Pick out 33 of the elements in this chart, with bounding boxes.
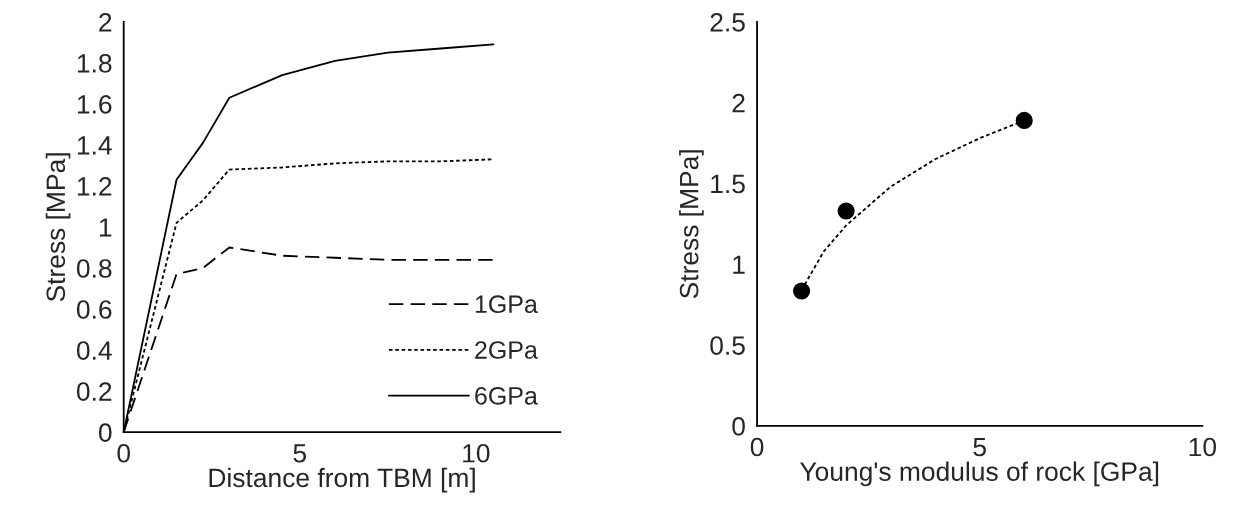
y-tick-label: 0 (98, 423, 112, 442)
x-axis-title: Young's modulus of rock [GPa] (800, 461, 1159, 487)
y-tick-label: 1 (99, 218, 112, 237)
y-axis-title: Stress [MPa] (679, 150, 704, 299)
x-tick-label: 10 (1189, 437, 1217, 457)
legend-label: 6GPa (475, 386, 538, 405)
y-tick-label: 1.5 (711, 174, 745, 194)
y-tick-label: 1.2 (77, 177, 112, 196)
legend-label: 2GPa (475, 341, 538, 359)
y-tick-label: 1.4 (77, 136, 112, 155)
point (1015, 111, 1033, 129)
x-tick-label: 10 (463, 443, 490, 463)
y-tick-label: 1 (733, 255, 745, 274)
x-axis-title: Distance from TBM [m] (209, 467, 475, 493)
y-tick-label: 0.2 (76, 382, 112, 401)
y-tick-label: 0.4 (76, 341, 112, 360)
y-tick-label: 0.6 (76, 300, 112, 319)
x-tick-label: 5 (293, 444, 307, 463)
y-tick-label: 2 (732, 93, 745, 113)
y-tick-label: 1.8 (77, 54, 112, 73)
y-tick-label: 2 (99, 12, 112, 32)
legend-label: 1GPa (475, 295, 538, 314)
x-tick-label: 0 (750, 437, 764, 457)
y-axis-title: Stress [MPa] (45, 153, 71, 302)
y-tick-label: 0.5 (710, 336, 745, 355)
point (837, 202, 855, 220)
y-tick-label: 1.6 (77, 95, 112, 114)
x-tick-label: 5 (973, 437, 986, 457)
y-tick-label: 0.8 (76, 259, 112, 278)
y-tick-label: 2.5 (710, 12, 745, 32)
x-tick-label: 0 (117, 443, 131, 463)
point (793, 282, 811, 300)
y-tick-label: 0 (732, 417, 745, 436)
